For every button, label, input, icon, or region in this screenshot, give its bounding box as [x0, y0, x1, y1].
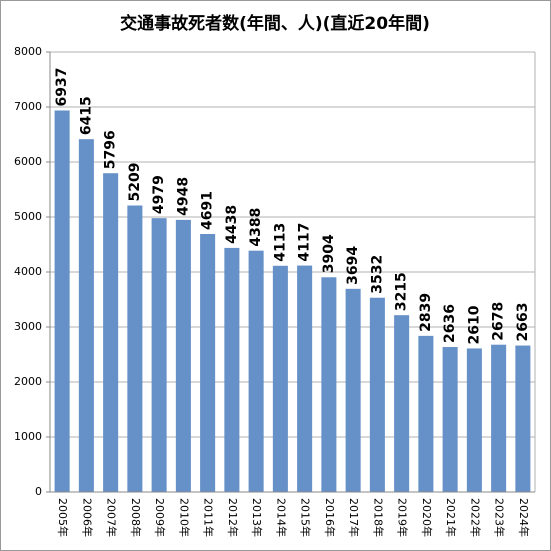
x-tick-label: 2011年 — [202, 498, 216, 537]
x-tick-label: 2010年 — [177, 498, 191, 537]
bar — [369, 297, 385, 492]
data-label: 5209 — [127, 163, 143, 202]
y-tick-label: 4000 — [14, 265, 42, 278]
x-tick-label: 2012年 — [226, 498, 240, 537]
data-label: 3694 — [345, 246, 361, 285]
chart-title: 交通事故死者数(年間、人)(直近20年間) — [120, 13, 430, 34]
bar — [345, 288, 361, 492]
bar — [297, 265, 313, 492]
data-label: 6415 — [78, 96, 94, 135]
x-tick-label: 2006年 — [80, 498, 94, 537]
bar — [103, 173, 119, 492]
x-tick-label: 2005年 — [56, 498, 70, 537]
data-label: 4948 — [175, 177, 191, 216]
bar — [224, 247, 240, 492]
data-label: 3904 — [321, 234, 337, 273]
x-tick-label: 2017年 — [347, 498, 361, 537]
y-tick-label: 8000 — [14, 45, 42, 58]
y-tick-label: 5000 — [14, 210, 42, 223]
x-tick-label: 2018年 — [371, 498, 385, 537]
bar — [466, 348, 482, 492]
data-label: 4438 — [224, 205, 240, 244]
data-label: 3215 — [394, 272, 410, 311]
bar — [491, 344, 507, 492]
x-tick-label: 2014年 — [274, 498, 288, 537]
bar — [248, 250, 264, 492]
bar — [394, 315, 410, 492]
x-tick-label: 2015年 — [299, 498, 313, 537]
bar — [515, 345, 531, 492]
bar — [321, 277, 337, 492]
x-tick-label: 2020年 — [420, 498, 434, 537]
data-label: 4979 — [151, 175, 167, 214]
data-label: 6937 — [54, 67, 70, 106]
data-label: 2678 — [491, 302, 507, 341]
y-tick-label: 1000 — [14, 430, 42, 443]
y-tick-label: 3000 — [14, 320, 42, 333]
bar — [442, 347, 458, 492]
data-label: 5796 — [103, 130, 119, 169]
x-tick-label: 2024年 — [517, 498, 531, 537]
y-tick-label: 2000 — [14, 375, 42, 388]
bar — [272, 265, 288, 492]
bar — [127, 205, 143, 492]
data-label: 2839 — [418, 293, 434, 332]
x-tick-label: 2021年 — [444, 498, 458, 537]
bar — [54, 110, 70, 492]
data-label: 4388 — [248, 208, 264, 247]
y-tick-label: 0 — [35, 485, 42, 498]
x-tick-label: 2022年 — [468, 498, 482, 537]
x-tick-label: 2013年 — [250, 498, 264, 537]
bar — [151, 218, 167, 492]
data-label: 2663 — [515, 303, 531, 342]
x-tick-label: 2008年 — [129, 498, 143, 537]
y-tick-label: 6000 — [14, 155, 42, 168]
data-label: 2610 — [466, 305, 482, 344]
data-label: 3532 — [369, 255, 385, 294]
y-tick-label: 7000 — [14, 100, 42, 113]
data-label: 4691 — [200, 191, 216, 230]
data-label: 4117 — [297, 223, 313, 262]
data-label: 2636 — [442, 304, 458, 343]
x-tick-label: 2007年 — [105, 498, 119, 537]
x-tick-label: 2016年 — [323, 498, 337, 537]
bar — [175, 219, 191, 493]
bar — [78, 139, 94, 493]
bar — [418, 335, 434, 492]
bar — [200, 233, 216, 492]
data-label: 4113 — [272, 223, 288, 262]
x-tick-label: 2009年 — [153, 498, 167, 537]
x-tick-label: 2023年 — [493, 498, 507, 537]
x-tick-label: 2019年 — [396, 498, 410, 537]
